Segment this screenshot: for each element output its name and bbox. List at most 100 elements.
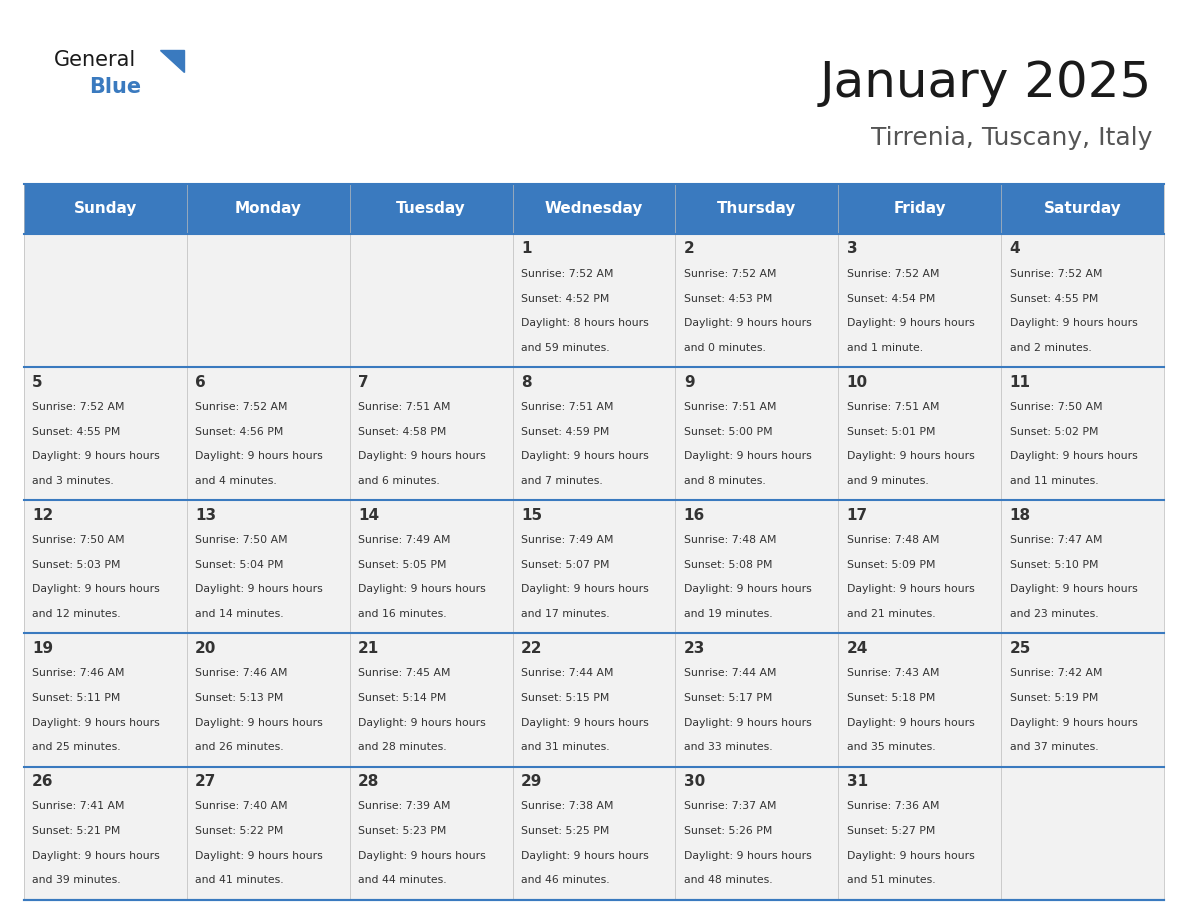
Text: Daylight: 9 hours hours: Daylight: 9 hours hours: [1010, 585, 1137, 595]
Text: Sunset: 5:22 PM: Sunset: 5:22 PM: [195, 826, 284, 836]
Bar: [1001, 367, 1164, 500]
Text: Sunset: 4:55 PM: Sunset: 4:55 PM: [32, 427, 120, 437]
Text: 1: 1: [520, 241, 531, 256]
Text: 2: 2: [684, 241, 695, 256]
Text: Blue: Blue: [89, 77, 141, 97]
Text: Sunrise: 7:47 AM: Sunrise: 7:47 AM: [1010, 535, 1102, 545]
Text: and 9 minutes.: and 9 minutes.: [847, 476, 929, 486]
Bar: [349, 184, 512, 234]
Text: 14: 14: [358, 508, 379, 522]
Bar: [839, 234, 1001, 367]
Bar: [349, 500, 512, 633]
Text: 29: 29: [520, 774, 542, 789]
Text: 22: 22: [520, 641, 543, 655]
Text: Sunrise: 7:46 AM: Sunrise: 7:46 AM: [32, 668, 125, 678]
Text: Daylight: 8 hours hours: Daylight: 8 hours hours: [520, 319, 649, 329]
Bar: [187, 767, 349, 900]
Text: Wednesday: Wednesday: [545, 201, 643, 217]
Text: and 0 minutes.: and 0 minutes.: [684, 342, 765, 353]
Text: Sunrise: 7:52 AM: Sunrise: 7:52 AM: [1010, 269, 1102, 279]
Text: and 51 minutes.: and 51 minutes.: [847, 875, 935, 885]
Text: Sunset: 5:17 PM: Sunset: 5:17 PM: [684, 693, 772, 703]
Text: Tuesday: Tuesday: [397, 201, 466, 217]
Text: Sunrise: 7:49 AM: Sunrise: 7:49 AM: [358, 535, 450, 545]
Text: and 14 minutes.: and 14 minutes.: [195, 609, 284, 619]
Text: Sunset: 4:58 PM: Sunset: 4:58 PM: [358, 427, 447, 437]
Text: Sunset: 4:54 PM: Sunset: 4:54 PM: [847, 294, 935, 304]
Text: Sunset: 4:56 PM: Sunset: 4:56 PM: [195, 427, 284, 437]
Text: Sunset: 5:23 PM: Sunset: 5:23 PM: [358, 826, 447, 836]
Text: Sunset: 5:25 PM: Sunset: 5:25 PM: [520, 826, 609, 836]
Text: Sunrise: 7:40 AM: Sunrise: 7:40 AM: [195, 801, 287, 812]
Text: and 44 minutes.: and 44 minutes.: [358, 875, 447, 885]
Text: Sunset: 4:59 PM: Sunset: 4:59 PM: [520, 427, 609, 437]
Bar: [676, 767, 839, 900]
Bar: [1001, 234, 1164, 367]
Text: Sunset: 5:08 PM: Sunset: 5:08 PM: [684, 560, 772, 570]
Text: Daylight: 9 hours hours: Daylight: 9 hours hours: [32, 718, 160, 728]
Text: Sunset: 5:13 PM: Sunset: 5:13 PM: [195, 693, 284, 703]
Text: 5: 5: [32, 375, 43, 389]
Bar: [187, 234, 349, 367]
Bar: [24, 234, 187, 367]
Text: Sunset: 5:02 PM: Sunset: 5:02 PM: [1010, 427, 1098, 437]
Bar: [1001, 767, 1164, 900]
Text: Daylight: 9 hours hours: Daylight: 9 hours hours: [358, 452, 486, 462]
Text: and 7 minutes.: and 7 minutes.: [520, 476, 602, 486]
Text: Sunset: 5:07 PM: Sunset: 5:07 PM: [520, 560, 609, 570]
Bar: [187, 500, 349, 633]
Text: Daylight: 9 hours hours: Daylight: 9 hours hours: [1010, 718, 1137, 728]
Text: Sunset: 5:26 PM: Sunset: 5:26 PM: [684, 826, 772, 836]
Text: Sunrise: 7:48 AM: Sunrise: 7:48 AM: [847, 535, 940, 545]
Text: Daylight: 9 hours hours: Daylight: 9 hours hours: [684, 319, 811, 329]
Bar: [349, 367, 512, 500]
Polygon shape: [160, 50, 184, 72]
Bar: [187, 367, 349, 500]
Text: 17: 17: [847, 508, 867, 522]
Text: Daylight: 9 hours hours: Daylight: 9 hours hours: [684, 452, 811, 462]
Bar: [676, 234, 839, 367]
Bar: [512, 767, 676, 900]
Bar: [1001, 184, 1164, 234]
Text: Sunrise: 7:45 AM: Sunrise: 7:45 AM: [358, 668, 450, 678]
Text: 25: 25: [1010, 641, 1031, 655]
Text: Sunset: 5:10 PM: Sunset: 5:10 PM: [1010, 560, 1098, 570]
Text: Daylight: 9 hours hours: Daylight: 9 hours hours: [195, 718, 323, 728]
Text: Sunrise: 7:42 AM: Sunrise: 7:42 AM: [1010, 668, 1102, 678]
Text: and 3 minutes.: and 3 minutes.: [32, 476, 114, 486]
Text: General: General: [53, 50, 135, 70]
Bar: [839, 184, 1001, 234]
Text: Sunrise: 7:51 AM: Sunrise: 7:51 AM: [358, 402, 450, 412]
Bar: [512, 234, 676, 367]
Text: Sunset: 5:18 PM: Sunset: 5:18 PM: [847, 693, 935, 703]
Bar: [349, 767, 512, 900]
Text: Sunrise: 7:52 AM: Sunrise: 7:52 AM: [520, 269, 613, 279]
Text: Daylight: 9 hours hours: Daylight: 9 hours hours: [195, 452, 323, 462]
Text: 30: 30: [684, 774, 704, 789]
Text: Sunset: 5:21 PM: Sunset: 5:21 PM: [32, 826, 120, 836]
Text: Daylight: 9 hours hours: Daylight: 9 hours hours: [520, 718, 649, 728]
Text: 6: 6: [195, 375, 206, 389]
Text: Sunrise: 7:51 AM: Sunrise: 7:51 AM: [520, 402, 613, 412]
Text: 28: 28: [358, 774, 379, 789]
Text: 16: 16: [684, 508, 704, 522]
Bar: [839, 767, 1001, 900]
Text: Daylight: 9 hours hours: Daylight: 9 hours hours: [195, 851, 323, 861]
Text: 31: 31: [847, 774, 867, 789]
Text: Sunset: 5:15 PM: Sunset: 5:15 PM: [520, 693, 609, 703]
Text: and 31 minutes.: and 31 minutes.: [520, 742, 609, 752]
Text: Sunset: 5:14 PM: Sunset: 5:14 PM: [358, 693, 447, 703]
Text: and 35 minutes.: and 35 minutes.: [847, 742, 935, 752]
Text: Daylight: 9 hours hours: Daylight: 9 hours hours: [847, 319, 974, 329]
Bar: [512, 367, 676, 500]
Text: 18: 18: [1010, 508, 1031, 522]
Text: Sunset: 5:19 PM: Sunset: 5:19 PM: [1010, 693, 1098, 703]
Text: Sunrise: 7:50 AM: Sunrise: 7:50 AM: [1010, 402, 1102, 412]
Text: and 6 minutes.: and 6 minutes.: [358, 476, 440, 486]
Text: Sunset: 4:53 PM: Sunset: 4:53 PM: [684, 294, 772, 304]
Text: Monday: Monday: [235, 201, 302, 217]
Text: and 23 minutes.: and 23 minutes.: [1010, 609, 1098, 619]
Text: Sunrise: 7:46 AM: Sunrise: 7:46 AM: [195, 668, 287, 678]
Text: and 8 minutes.: and 8 minutes.: [684, 476, 765, 486]
Bar: [512, 184, 676, 234]
